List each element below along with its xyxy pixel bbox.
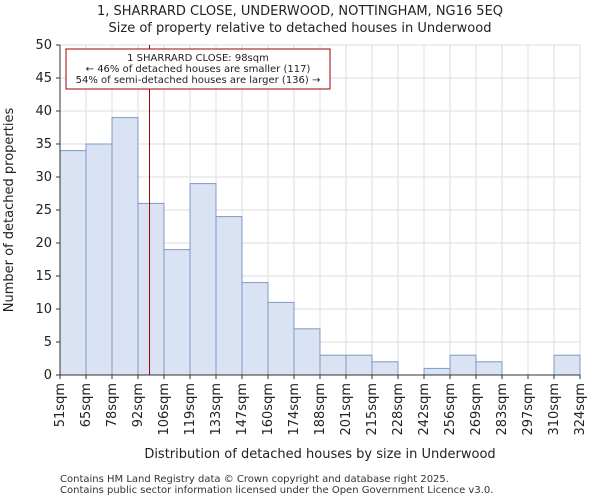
x-tick-label-310sqm: 310sqm (547, 383, 562, 436)
bar-133sqm (215, 216, 243, 376)
bar-188sqm (319, 354, 347, 376)
x-tick-label-106sqm: 106sqm (157, 383, 172, 436)
y-tick-label-1: 5 (44, 335, 52, 350)
bar-92sqm (137, 202, 165, 376)
x-tick-label-188sqm: 188sqm (313, 383, 328, 436)
x-axis-title: Distribution of detached houses by size … (144, 447, 495, 462)
x-tick-label-324sqm: 324sqm (573, 383, 588, 436)
x-tick-label-92sqm: 92sqm (131, 383, 146, 427)
x-tick-label-215sqm: 215sqm (365, 383, 380, 436)
x-tick-label-51sqm: 51sqm (53, 383, 68, 427)
y-tick-label-9: 45 (35, 71, 52, 86)
bar-242sqm (423, 367, 451, 376)
footer-line-1: Contains HM Land Registry data © Crown c… (60, 474, 449, 485)
x-tick-label-201sqm: 201sqm (339, 383, 354, 436)
y-tick-label-5: 25 (35, 203, 52, 218)
chart-title: 1, SHARRARD CLOSE, UNDERWOOD, NOTTINGHAM… (96, 4, 504, 19)
bar-201sqm (345, 354, 373, 376)
x-tick-label-133sqm: 133sqm (209, 383, 224, 436)
annotation-line-3: 54% of semi-detached houses are larger (… (76, 75, 321, 86)
y-tick-label-2: 10 (35, 302, 52, 317)
y-axis-title: Number of detached properties (2, 108, 17, 313)
bar-256sqm (449, 354, 477, 376)
footer-line-2: Contains public sector information licen… (60, 485, 494, 496)
x-tick-label-119sqm: 119sqm (183, 383, 198, 436)
annotation-line-2: ← 46% of detached houses are smaller (11… (86, 64, 311, 75)
bar-215sqm (371, 361, 399, 376)
x-tick-label-256sqm: 256sqm (443, 383, 458, 436)
annotation-box (65, 48, 331, 90)
bar-106sqm (163, 249, 191, 376)
y-tick-label-3: 15 (35, 269, 52, 284)
x-tick-label-174sqm: 174sqm (287, 383, 302, 436)
bar-51sqm (59, 150, 87, 376)
x-tick-label-160sqm: 160sqm (261, 383, 276, 436)
x-tick-label-242sqm: 242sqm (417, 383, 432, 436)
bar-160sqm (267, 301, 295, 376)
x-tick-label-65sqm: 65sqm (79, 383, 94, 427)
x-tick-label-269sqm: 269sqm (469, 383, 484, 436)
x-tick-label-228sqm: 228sqm (391, 383, 406, 436)
x-tick-label-147sqm: 147sqm (235, 383, 250, 436)
bar-78sqm (111, 117, 139, 376)
y-tick-label-7: 35 (35, 137, 52, 152)
bar-269sqm (475, 361, 503, 376)
x-tick-label-297sqm: 297sqm (521, 383, 536, 436)
x-tick-label-78sqm: 78sqm (105, 383, 120, 427)
bar-119sqm (189, 183, 217, 376)
y-tick-label-8: 40 (35, 104, 52, 119)
y-tick-label-6: 30 (35, 170, 52, 185)
annotation-line-1: 1 SHARRARD CLOSE: 98sqm (127, 53, 269, 64)
y-tick-label-10: 50 (35, 38, 52, 53)
chart-subtitle: Size of property relative to detached ho… (108, 21, 492, 36)
bar-147sqm (241, 282, 269, 376)
bar-310sqm (553, 354, 581, 376)
bar-65sqm (85, 143, 113, 376)
y-tick-label-0: 0 (44, 368, 52, 383)
x-tick-label-283sqm: 283sqm (495, 383, 510, 436)
bar-174sqm (293, 328, 321, 376)
y-tick-label-4: 20 (35, 236, 52, 251)
